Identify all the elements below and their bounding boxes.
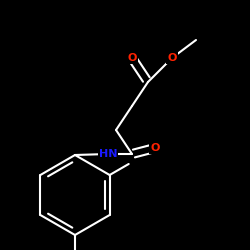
Text: O: O (150, 143, 160, 153)
Text: O: O (127, 53, 137, 63)
Text: O: O (167, 53, 177, 63)
Text: HN: HN (99, 149, 117, 159)
